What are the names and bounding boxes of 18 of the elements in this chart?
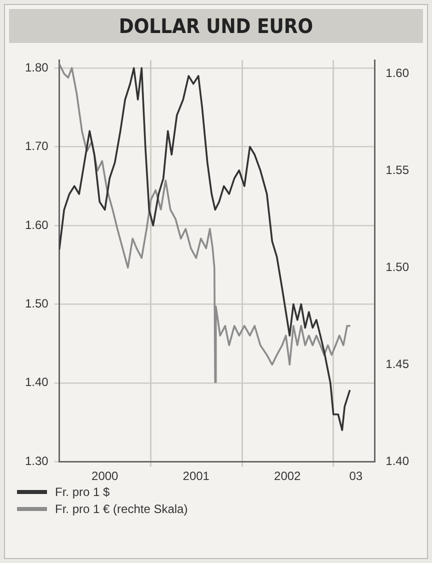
y-tick-label: 1.50	[24, 296, 49, 310]
y2-tick-label: 1.60	[386, 66, 410, 80]
y2-tick-label: 1.55	[386, 163, 410, 178]
y-tick-label: 1.70	[24, 139, 49, 154]
y2-tick-label: 1.45	[386, 356, 410, 371]
x-tick-label: 03	[349, 469, 363, 484]
x-tick-label: 2000	[92, 469, 119, 484]
y-tick-label: 1.60	[24, 218, 49, 232]
legend-label: Fr. pro 1 $	[55, 484, 110, 498]
x-tick-label: 2002	[274, 469, 302, 484]
chart-title: DOLLAR UND EURO	[9, 9, 423, 43]
y2-tick-label: 1.40	[386, 454, 410, 468]
legend-label: Fr. pro 1 € (rechte Skala)	[55, 502, 188, 516]
y-tick-label: 1.80	[24, 60, 49, 74]
y-tick-label: 1.40	[24, 375, 49, 390]
x-tick-label: 2001	[182, 469, 210, 484]
y2-tick-label: 1.50	[386, 260, 410, 274]
y-tick-label: 1.30	[24, 454, 49, 468]
